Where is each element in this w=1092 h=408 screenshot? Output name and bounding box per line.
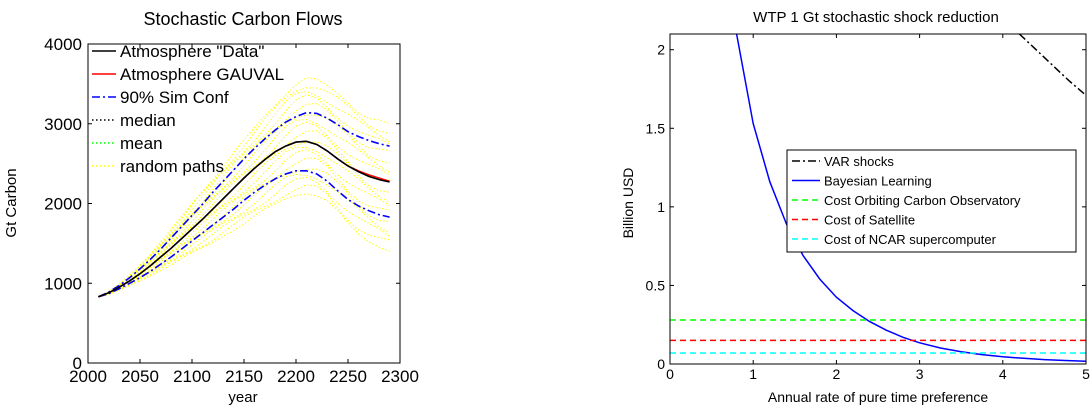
left-chart-title: Stochastic Carbon Flows — [143, 9, 342, 29]
x-tick-label: 3 — [916, 366, 924, 382]
y-tick-label: 2000 — [44, 195, 82, 214]
x-tick-label: 5 — [1082, 366, 1090, 382]
conf-upper-line — [98, 111, 390, 298]
random-path-line — [98, 121, 390, 298]
left-series-lines — [98, 111, 390, 298]
y-tick-label: 0 — [657, 356, 665, 372]
x-tick-label: 2300 — [381, 367, 419, 386]
left-x-axis-label: year — [228, 389, 257, 406]
right-axes — [669, 33, 1087, 365]
y-tick-label: 1000 — [44, 274, 82, 293]
right-chart-title: WTP 1 Gt stochastic shock reduction — [753, 9, 999, 26]
y-tick-label: 0.5 — [646, 277, 666, 293]
legend-entry: median — [120, 111, 176, 130]
y-tick-label: 0 — [73, 354, 82, 373]
random-path-line — [98, 118, 390, 298]
random-path-line — [98, 184, 390, 298]
atmosphere-data-line — [98, 140, 390, 298]
x-tick-label: 2250 — [329, 367, 367, 386]
y-tick-label: 4000 — [44, 35, 82, 54]
legend-entry: mean — [120, 134, 163, 153]
random-path-line — [98, 87, 390, 298]
left-chart: Stochastic Carbon Flows year Gt Carbon 2… — [3, 9, 419, 406]
x-tick-label: 2050 — [121, 367, 159, 386]
y-tick-label: 3000 — [44, 115, 82, 134]
random-path-line — [98, 168, 390, 298]
y-tick-label: 1 — [657, 199, 665, 215]
y-tick-label: 2 — [657, 42, 665, 58]
conf-lower-line — [98, 170, 390, 298]
x-tick-label: 2150 — [225, 367, 263, 386]
right-plot-frame — [669, 33, 1087, 365]
x-tick-label: 2100 — [173, 367, 211, 386]
legend-entry: Cost Orbiting Carbon Observatory — [824, 193, 1021, 208]
x-tick-label: 2200 — [277, 367, 315, 386]
legend-entry: VAR shocks — [824, 154, 894, 169]
y-tick-label: 1.5 — [646, 120, 666, 136]
left-y-axis-label: Gt Carbon — [3, 168, 20, 237]
random-path-line — [98, 94, 390, 298]
x-tick-label: 2000 — [69, 367, 107, 386]
right-legend-box — [786, 149, 1077, 253]
random-path-line — [98, 173, 390, 298]
right-x-axis-label: Annual rate of pure time preference — [768, 389, 988, 405]
legend-entry: Cost of Satellite — [824, 213, 915, 228]
right-legend: VAR shocks Bayesian Learning Cost Orbiting… — [786, 149, 1077, 253]
legend-entry: Atmosphere "Data" — [120, 42, 264, 61]
random-path-line — [98, 114, 390, 298]
x-tick-label: 4 — [999, 366, 1007, 382]
right-y-axis-label: Billion USD — [620, 168, 636, 239]
random-path-line — [98, 193, 390, 298]
random-path-line — [98, 149, 390, 298]
right-tick-labels: 0 1 2 3 4 5 0 0.5 1 1.5 2 — [646, 42, 1091, 382]
random-path-line — [98, 176, 390, 298]
x-tick-label: 2 — [833, 366, 841, 382]
x-tick-label: 0 — [666, 366, 674, 382]
left-tick-labels: 2000 2050 2100 2150 2200 2250 2300 0 1000 2000 300… — [44, 35, 419, 386]
left-legend: Atmosphere "Data" Atmosphere GAUVAL 90% Si… — [92, 42, 284, 176]
legend-entry: 90% Sim Conf — [120, 88, 229, 107]
legend-entry: Atmosphere GAUVAL — [120, 65, 284, 84]
legend-entry: Bayesian Learning — [824, 174, 932, 189]
var-shocks-line — [1018, 33, 1087, 96]
left-axes — [87, 43, 401, 364]
legend-entry: Cost of NCAR supercomputer — [824, 232, 997, 247]
x-tick-label: 1 — [749, 366, 757, 382]
right-chart: WTP 1 Gt stochastic shock reduction Annu… — [620, 9, 1090, 405]
random-path-line — [98, 91, 390, 298]
legend-entry: random paths — [120, 157, 224, 176]
